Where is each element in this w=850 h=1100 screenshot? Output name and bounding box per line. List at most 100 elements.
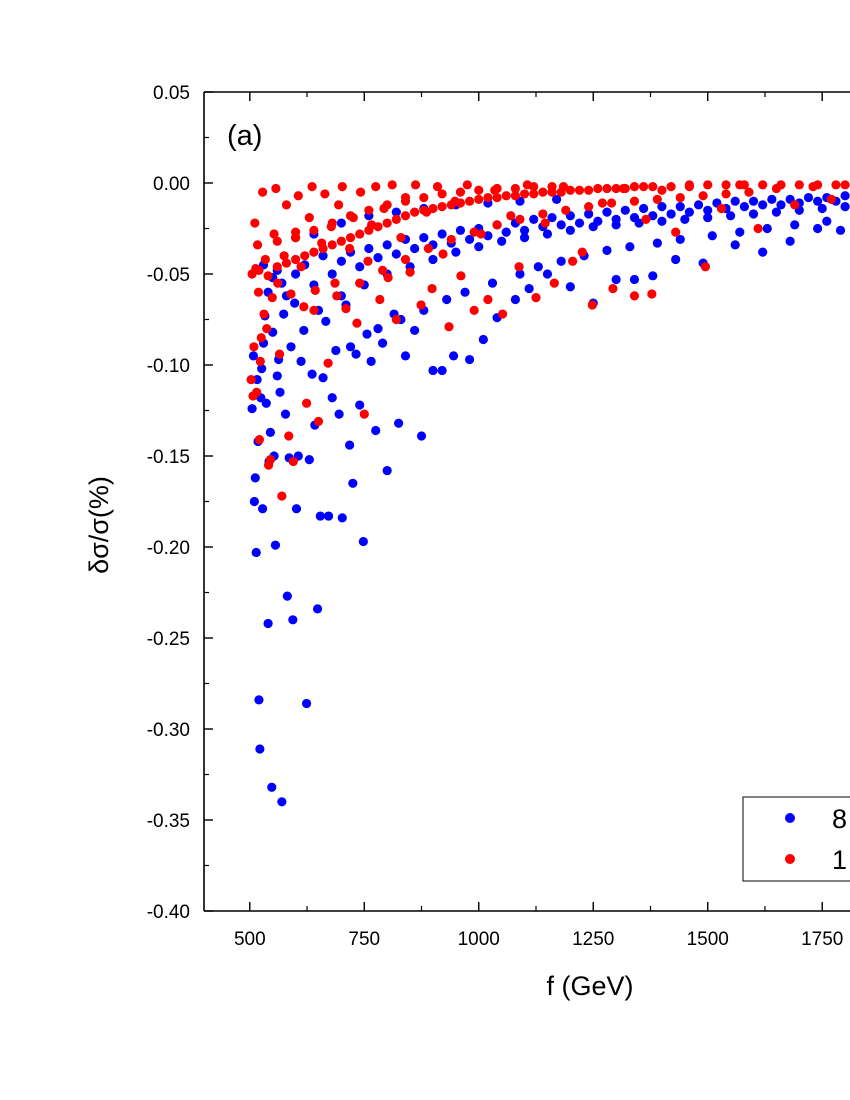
- data-point: [250, 218, 260, 228]
- legend-box: [742, 796, 850, 882]
- data-point: [432, 182, 443, 192]
- data-point: [703, 180, 713, 190]
- data-point: [648, 211, 658, 221]
- data-point: [652, 194, 662, 204]
- data-point: [542, 229, 553, 239]
- x-axis-title: f (GeV): [546, 971, 633, 1001]
- data-point: [249, 496, 259, 507]
- data-point: [296, 356, 306, 366]
- data-point: [323, 511, 334, 521]
- data-point: [299, 325, 309, 336]
- data-point: [771, 207, 782, 217]
- data-point: [593, 183, 603, 194]
- data-point: [265, 427, 275, 437]
- data-point: [492, 192, 502, 203]
- data-point: [337, 182, 347, 192]
- y-tick-label: -0.30: [147, 720, 190, 741]
- data-point: [726, 211, 736, 221]
- data-point: [307, 182, 317, 192]
- data-point: [666, 182, 676, 192]
- data-point: [671, 227, 681, 237]
- data-point: [270, 540, 281, 550]
- data-point: [556, 187, 566, 197]
- data-point: [391, 314, 401, 325]
- data-point: [515, 214, 525, 224]
- data-point: [400, 351, 411, 361]
- data-point: [684, 180, 695, 190]
- data-point: [334, 200, 344, 210]
- data-point: [377, 265, 388, 275]
- data-point: [675, 202, 685, 212]
- data-point: [510, 191, 520, 201]
- data-point: [373, 222, 383, 232]
- data-point: [790, 220, 800, 230]
- data-point: [336, 218, 346, 228]
- data-point: [286, 342, 296, 352]
- data-point: [250, 473, 260, 483]
- data-point: [288, 615, 298, 625]
- data-point: [410, 207, 420, 217]
- data-point: [271, 183, 281, 194]
- data-point: [446, 234, 456, 245]
- data-point: [331, 345, 341, 356]
- y-tick-label: -0.35: [147, 811, 190, 832]
- data-point: [275, 387, 285, 397]
- data-point: [442, 294, 452, 305]
- data-point: [437, 365, 447, 376]
- data-point: [373, 324, 383, 334]
- data-point: [290, 298, 300, 308]
- data-point: [290, 269, 301, 279]
- data-point: [410, 325, 420, 336]
- data-point: [767, 194, 777, 204]
- data-point: [483, 192, 493, 203]
- data-point: [320, 189, 330, 199]
- x-tick-label: 1500: [687, 929, 729, 950]
- data-point: [540, 218, 550, 228]
- data-point: [291, 504, 302, 514]
- data-point: [730, 196, 740, 206]
- data-point: [625, 242, 635, 252]
- data-point: [382, 465, 392, 476]
- data-point: [255, 356, 265, 366]
- data-point: [410, 243, 420, 254]
- x-tick-label: 1000: [458, 929, 500, 950]
- data-point: [281, 200, 292, 210]
- data-point: [428, 203, 438, 214]
- data-point: [296, 262, 306, 272]
- data-point: [288, 456, 298, 467]
- data-point: [803, 192, 814, 203]
- data-point: [574, 185, 585, 195]
- data-point: [716, 203, 727, 214]
- data-point: [519, 225, 530, 235]
- data-point: [400, 211, 411, 221]
- data-point: [327, 269, 337, 279]
- data-point: [256, 333, 266, 343]
- data-point: [492, 220, 502, 230]
- data-point: [309, 225, 319, 235]
- data-point: [556, 220, 566, 230]
- data-point: [301, 698, 312, 709]
- data-point: [647, 289, 657, 299]
- data-point: [565, 185, 575, 195]
- data-point: [375, 294, 385, 305]
- data-point: [341, 303, 351, 314]
- data-point: [263, 271, 273, 281]
- y-tick-label: -0.40: [147, 902, 190, 923]
- data-point: [277, 797, 287, 807]
- data-point: [465, 234, 475, 245]
- data-point: [794, 180, 804, 190]
- data-point: [753, 223, 763, 234]
- y-tick-label: 0.05: [153, 83, 190, 104]
- data-point: [258, 187, 268, 197]
- y-axis-title: δσ/σ(%): [84, 476, 114, 574]
- data-point: [730, 240, 740, 250]
- data-point: [606, 198, 617, 208]
- data-point: [318, 243, 328, 254]
- data-point: [597, 198, 608, 208]
- data-point: [680, 214, 690, 224]
- data-point: [739, 202, 749, 212]
- data-point: [260, 254, 270, 265]
- data-point: [698, 191, 708, 201]
- data-point: [462, 180, 472, 190]
